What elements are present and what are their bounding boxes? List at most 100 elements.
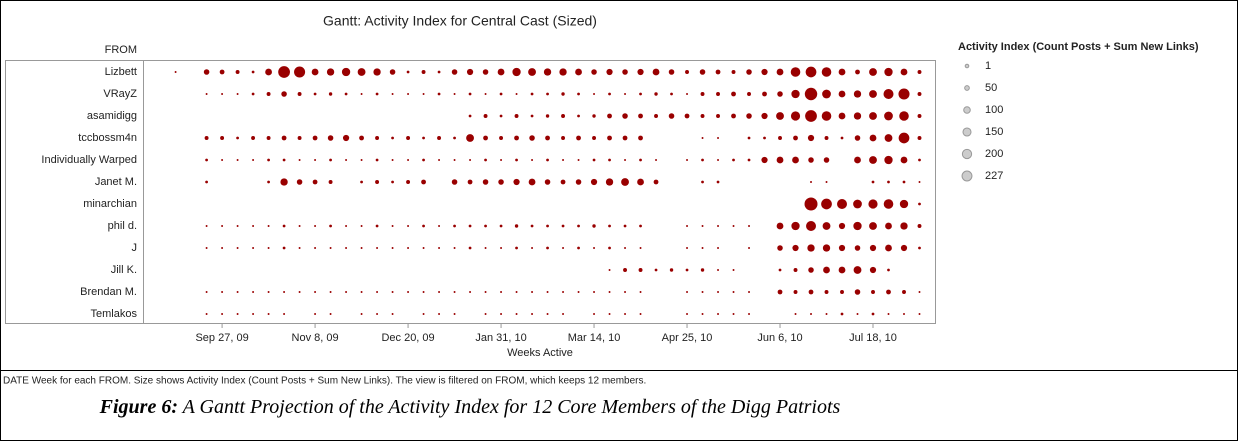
- activity-dot: [236, 313, 239, 315]
- activity-dot: [531, 159, 534, 161]
- activity-dot: [638, 268, 643, 272]
- activity-dot: [283, 291, 286, 293]
- activity-dot: [360, 180, 363, 184]
- activity-dot: [236, 247, 239, 249]
- activity-dot: [793, 290, 798, 294]
- activity-dot: [837, 199, 848, 209]
- activity-dot: [546, 246, 549, 250]
- activity-dot: [856, 313, 859, 315]
- activity-dot: [885, 244, 892, 252]
- activity-dot: [559, 68, 567, 76]
- activity-dot: [869, 68, 877, 76]
- activity-dot: [577, 114, 580, 118]
- activity-dot: [700, 114, 705, 118]
- size-legend-swatch: [964, 85, 970, 91]
- activity-dot: [918, 291, 921, 293]
- activity-dot: [482, 179, 489, 185]
- activity-dot: [654, 268, 658, 272]
- activity-dot: [838, 266, 846, 274]
- activity-dot: [624, 159, 627, 161]
- activity-dot: [438, 313, 441, 315]
- activity-dot: [221, 247, 224, 249]
- activity-dot: [297, 136, 302, 140]
- size-legend-swatch: [961, 148, 973, 160]
- activity-dot: [437, 70, 441, 74]
- activity-dot: [345, 225, 348, 227]
- activity-dot: [282, 246, 286, 250]
- chart-title: Gantt: Activity Index for Central Cast (…: [323, 13, 597, 29]
- activity-dot: [484, 313, 487, 315]
- activity-dot: [903, 313, 905, 315]
- activity-dot: [624, 93, 627, 95]
- activity-dot: [236, 93, 239, 95]
- activity-dot: [808, 267, 814, 273]
- activity-dot: [312, 135, 318, 141]
- activity-dot: [221, 159, 224, 161]
- activity-dot: [515, 158, 518, 162]
- size-legend-swatch: [961, 170, 973, 182]
- activity-dot: [221, 225, 224, 227]
- activity-dot: [806, 221, 817, 231]
- activity-dot: [717, 247, 720, 249]
- activity-dot: [345, 247, 348, 249]
- activity-dot: [469, 291, 472, 293]
- activity-dot: [391, 247, 394, 249]
- activity-dot: [700, 92, 705, 96]
- activity-dot: [515, 313, 518, 315]
- activity-dot: [422, 313, 425, 315]
- activity-dot: [902, 290, 906, 294]
- activity-dot: [221, 291, 224, 293]
- activity-dot: [701, 158, 704, 162]
- activity-dot: [252, 225, 255, 227]
- activity-dot: [838, 222, 846, 230]
- activity-dot: [808, 289, 814, 295]
- activity-dot: [546, 224, 549, 228]
- activity-dot: [421, 70, 426, 74]
- activity-dot: [438, 247, 441, 249]
- activity-dot: [853, 266, 862, 274]
- activity-dot: [623, 268, 627, 272]
- activity-dot: [575, 179, 582, 185]
- activity-dot: [252, 291, 255, 293]
- activity-dot: [917, 114, 922, 118]
- activity-dot: [406, 70, 410, 74]
- activity-dot: [278, 66, 290, 78]
- activity-dot: [562, 159, 565, 161]
- activity-dot: [220, 136, 225, 140]
- activity-dot: [686, 313, 689, 315]
- activity-dot: [899, 199, 909, 209]
- activity-dot: [282, 224, 286, 228]
- activity-dot: [407, 247, 410, 249]
- activity-dot: [748, 291, 751, 293]
- activity-dot: [732, 158, 735, 162]
- activity-dot: [608, 269, 611, 271]
- activity-dot: [670, 92, 673, 96]
- activity-dot: [732, 225, 735, 227]
- size-legend-label: 150: [985, 126, 1003, 138]
- activity-dot: [530, 92, 534, 96]
- activity-dot: [717, 159, 720, 161]
- activity-dot: [593, 93, 596, 95]
- activity-dot: [546, 158, 549, 162]
- activity-dot: [314, 291, 317, 293]
- activity-dot: [468, 92, 472, 96]
- activity-dot: [376, 291, 379, 293]
- activity-dot: [341, 67, 351, 77]
- activity-dot: [887, 268, 890, 272]
- activity-dot: [917, 136, 922, 140]
- activity-dot: [790, 111, 801, 121]
- activity-dot: [686, 291, 689, 293]
- figure-label: Figure 6:: [99, 396, 178, 418]
- activity-dot: [638, 113, 643, 119]
- activity-dot: [204, 136, 209, 140]
- activity-dot: [822, 222, 831, 230]
- activity-dot: [499, 92, 503, 96]
- activity-dot: [869, 134, 877, 142]
- row-header: FROM: [105, 44, 137, 56]
- activity-dot: [266, 92, 271, 96]
- activity-dot: [592, 136, 597, 140]
- activity-dot: [884, 67, 893, 77]
- activity-dot: [655, 159, 658, 161]
- activity-dot: [593, 313, 596, 315]
